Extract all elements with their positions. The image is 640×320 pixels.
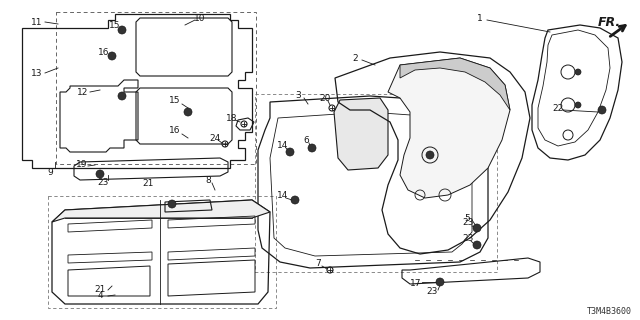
Text: 23: 23 (462, 218, 474, 227)
Text: 16: 16 (99, 47, 109, 57)
Text: 15: 15 (109, 20, 121, 29)
Circle shape (436, 278, 444, 286)
Circle shape (286, 148, 294, 156)
Circle shape (184, 108, 192, 116)
Circle shape (473, 224, 481, 232)
Circle shape (308, 144, 316, 152)
Polygon shape (388, 58, 510, 198)
Text: 20: 20 (319, 93, 331, 102)
Text: 24: 24 (209, 133, 221, 142)
Text: 8: 8 (205, 175, 211, 185)
Text: 15: 15 (169, 95, 180, 105)
Bar (48, 196, 276, 308)
Circle shape (118, 26, 126, 34)
Text: 13: 13 (31, 68, 43, 77)
Text: 21: 21 (142, 179, 154, 188)
Text: 4: 4 (97, 292, 103, 300)
Text: 21: 21 (94, 285, 106, 294)
Text: 18: 18 (227, 114, 237, 123)
Polygon shape (400, 58, 510, 110)
Circle shape (118, 92, 126, 100)
Circle shape (473, 241, 481, 249)
Text: 10: 10 (195, 13, 205, 22)
Text: 12: 12 (77, 87, 89, 97)
Text: 14: 14 (277, 190, 289, 199)
Text: 23: 23 (462, 234, 474, 243)
Text: 23: 23 (426, 287, 438, 297)
Circle shape (598, 106, 606, 114)
Text: 14: 14 (277, 140, 289, 149)
Text: 23: 23 (97, 178, 109, 187)
Text: 6: 6 (303, 135, 309, 145)
Text: 3: 3 (295, 91, 301, 100)
Circle shape (96, 170, 104, 178)
Polygon shape (334, 98, 388, 170)
Circle shape (291, 196, 299, 204)
Circle shape (168, 200, 176, 208)
Bar (255, 94, 497, 272)
Text: 19: 19 (76, 159, 88, 169)
Text: 1: 1 (477, 13, 483, 22)
Text: 9: 9 (47, 167, 53, 177)
Text: 17: 17 (410, 279, 422, 289)
Circle shape (575, 102, 581, 108)
Circle shape (426, 151, 434, 159)
Text: 7: 7 (315, 259, 321, 268)
Circle shape (108, 52, 116, 60)
Text: 11: 11 (31, 18, 43, 27)
Text: 16: 16 (169, 125, 180, 134)
Text: 2: 2 (352, 53, 358, 62)
Text: FR.: FR. (598, 16, 621, 29)
Text: T3M4B3600: T3M4B3600 (587, 307, 632, 316)
Bar (56, 12, 256, 164)
Text: 5: 5 (464, 213, 470, 222)
Text: 22: 22 (552, 103, 564, 113)
Polygon shape (52, 200, 270, 222)
Circle shape (575, 69, 581, 75)
